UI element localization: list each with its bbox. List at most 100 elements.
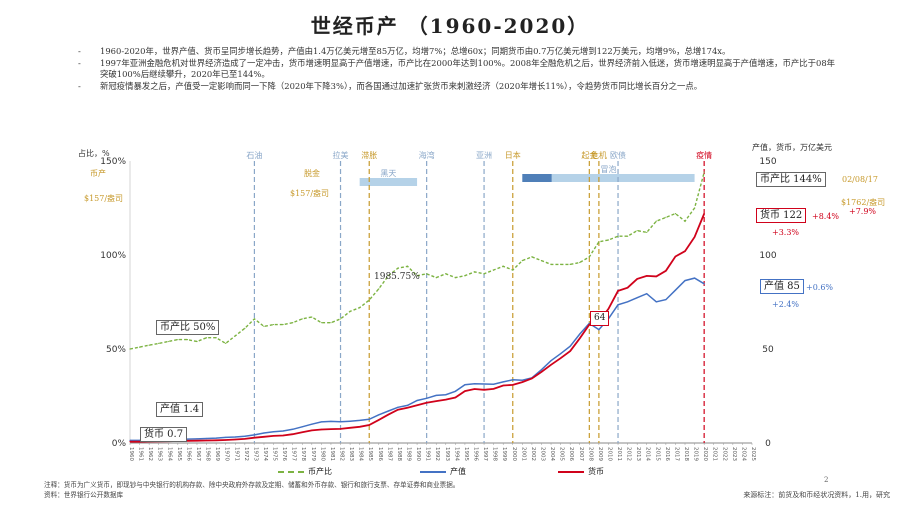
ratio-end-label: 币产比 144% (756, 172, 826, 187)
data-point (244, 435, 246, 437)
data-point (569, 345, 571, 347)
data-point (378, 288, 380, 290)
chart-legend: 币产比 产值 货币 (250, 466, 670, 478)
data-point (330, 428, 332, 430)
data-point (244, 438, 246, 440)
event-label: 石油 (246, 150, 262, 160)
data-point (205, 439, 208, 442)
data-point (607, 308, 610, 310)
band-label: 黑天 (380, 169, 396, 178)
data-point (445, 398, 447, 401)
data-point (531, 377, 533, 380)
data-point (598, 329, 600, 331)
data-point (129, 439, 131, 441)
gold-left-label: 币产 (90, 169, 106, 178)
data-point (292, 433, 294, 435)
data-point (426, 273, 428, 275)
x-tick-label: 1994 (453, 447, 459, 461)
data-point (560, 263, 562, 265)
data-point (454, 396, 456, 399)
right-axis-caption: 产值，货币，万亿美元 (752, 143, 832, 152)
x-tick-label: 1999 (501, 447, 507, 461)
event-label: 滞胀 (361, 150, 377, 160)
data-point (560, 357, 562, 359)
data-point (320, 322, 322, 324)
event-label: 海湾 (419, 150, 435, 160)
data-point (253, 437, 255, 439)
data-point (512, 384, 514, 386)
data-point (282, 434, 284, 437)
data-point (196, 438, 198, 440)
data-point (339, 318, 342, 320)
event-label: 欧债 (610, 150, 626, 160)
x-tick-label: 1977 (291, 447, 297, 461)
x-tick-label: 2016 (664, 447, 670, 461)
data-point (703, 213, 705, 215)
x-tick-label: 1986 (377, 447, 383, 461)
data-point (416, 404, 418, 406)
x-tick-label: 1964 (166, 447, 172, 461)
x-tick-label: 1967 (195, 447, 201, 461)
x-tick-label: 2017 (673, 447, 679, 461)
x-tick-label: 2006 (568, 447, 574, 461)
data-point (215, 437, 217, 439)
data-point (387, 410, 389, 412)
data-point (406, 265, 409, 267)
data-point (607, 239, 610, 241)
event-label: 亚洲 (476, 151, 492, 160)
data-point (129, 441, 131, 443)
data-point (454, 276, 456, 279)
marker-64: 64 (590, 311, 610, 326)
data-point (234, 438, 236, 441)
data-point (167, 340, 169, 343)
x-tick-label: 2004 (549, 447, 555, 461)
data-point (674, 289, 677, 291)
data-point (646, 275, 648, 277)
event-label: 起金 (581, 150, 597, 160)
data-point (339, 421, 342, 423)
data-point (655, 301, 657, 303)
output-end-pct: +0.6% (806, 283, 834, 292)
left-y-tick-label: 0% (112, 439, 127, 449)
x-tick-label: 1979 (310, 447, 316, 461)
data-point (368, 299, 370, 301)
legend-money-label: 货币 (588, 467, 604, 476)
data-point (205, 337, 208, 339)
x-tick-label: 2013 (635, 447, 641, 461)
data-point (387, 275, 389, 277)
data-point (454, 390, 456, 392)
data-point (349, 310, 351, 312)
data-point (244, 327, 246, 329)
data-point (531, 256, 533, 258)
data-point (521, 260, 523, 262)
data-point (406, 407, 409, 409)
data-point (473, 388, 476, 390)
data-point (426, 402, 428, 404)
left-y-tick-label: 50% (106, 345, 126, 355)
legend-ratio-label: 币产比 (308, 467, 332, 476)
data-point (655, 275, 657, 278)
data-point (560, 353, 562, 355)
data-point (665, 216, 667, 218)
data-point (674, 213, 677, 215)
data-point (483, 389, 485, 391)
data-point (158, 342, 160, 344)
data-point (636, 229, 638, 232)
data-point (502, 265, 504, 267)
x-tick-label: 1975 (272, 447, 278, 461)
x-tick-label: 2023 (731, 447, 737, 461)
band-label: 冒泡 (600, 164, 616, 174)
x-tick-label: 2019 (693, 447, 699, 461)
data-point (512, 379, 514, 381)
event-label: 疫情 (696, 150, 712, 160)
data-point (493, 383, 495, 385)
x-tick-label: 2009 (597, 447, 603, 461)
legend-output-label: 产值 (450, 467, 466, 476)
data-point (397, 406, 399, 408)
data-point (693, 236, 696, 238)
left-y-tick-label: 150% (100, 157, 126, 167)
data-point (684, 279, 686, 282)
x-tick-label: 2021 (712, 447, 718, 461)
data-point (234, 335, 236, 337)
